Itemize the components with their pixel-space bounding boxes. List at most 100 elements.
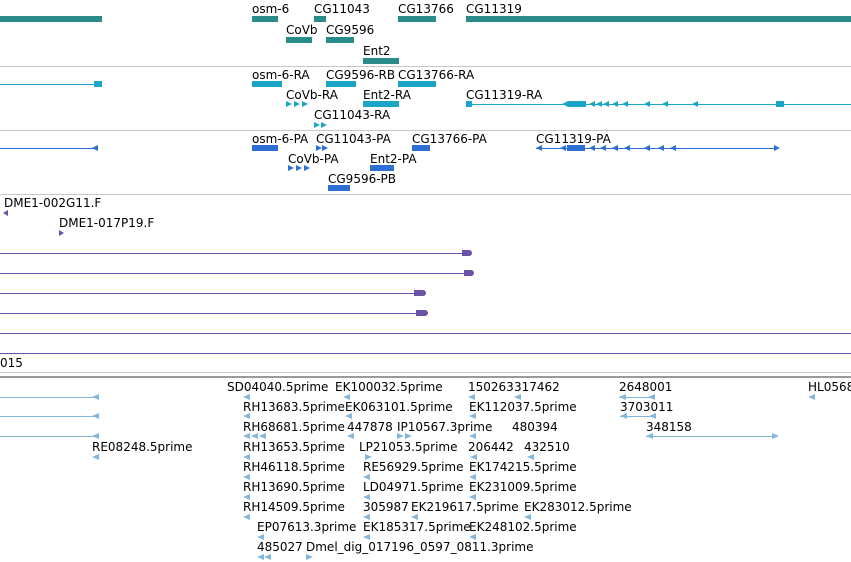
est-label[interactable]: HL0568 bbox=[808, 380, 851, 394]
protein-label[interactable]: CG11319-PA bbox=[536, 132, 611, 146]
est-span bbox=[0, 416, 96, 417]
est-label[interactable]: RH13683.5prime bbox=[243, 400, 345, 414]
est-label[interactable]: Dmel_dig_017196_0597_0811.3prime bbox=[306, 540, 534, 554]
est-label[interactable]: EK112037.5prime bbox=[469, 400, 577, 414]
protein-exon[interactable] bbox=[567, 145, 585, 151]
transcript-exon[interactable] bbox=[363, 101, 399, 107]
est-label[interactable]: RH13653.5prime bbox=[243, 440, 345, 454]
transcript-label[interactable]: CoVb-RA bbox=[286, 88, 338, 102]
est-label[interactable]: 348158 bbox=[646, 420, 692, 434]
est-label[interactable]: LP21053.5prime bbox=[359, 440, 458, 454]
est-label[interactable]: EK063101.5prime bbox=[345, 400, 453, 414]
clone-end[interactable] bbox=[464, 270, 474, 276]
est-arrow bbox=[363, 514, 370, 520]
protein-label[interactable]: Ent2-PA bbox=[370, 152, 417, 166]
est-label[interactable]: EK219617.5prime bbox=[411, 500, 519, 514]
protein-label[interactable]: osm-6-PA bbox=[252, 132, 309, 146]
protein-intron bbox=[536, 148, 778, 149]
clone-label[interactable]: DME1-017P19.F bbox=[59, 216, 155, 230]
transcript-exon[interactable] bbox=[398, 81, 436, 87]
exon-arrow bbox=[600, 145, 606, 151]
clone-span bbox=[0, 353, 851, 354]
est-arrow bbox=[524, 514, 531, 520]
gene-label[interactable]: CG11043 bbox=[314, 2, 370, 16]
partial-track-label[interactable]: 015 bbox=[0, 356, 23, 370]
gene-track: osm-6 CG11043 CG13766 CG11319 CoVb CG959… bbox=[0, 0, 851, 67]
gene-feature[interactable] bbox=[398, 16, 436, 22]
est-label[interactable]: RH14509.5prime bbox=[243, 500, 345, 514]
est-label[interactable]: EK248102.5prime bbox=[469, 520, 577, 534]
exon-arrow bbox=[624, 145, 630, 151]
protein-track: osm-6-PA CG11043-PA CG13766-PA CG11319-P… bbox=[0, 131, 851, 195]
clone-end[interactable] bbox=[416, 310, 428, 316]
gene-label[interactable]: CG13766 bbox=[398, 2, 454, 16]
est-label[interactable]: EK185317.5prime bbox=[363, 520, 471, 534]
transcript-exon[interactable] bbox=[94, 81, 102, 87]
est-label[interactable]: IP10567.3prime bbox=[397, 420, 493, 434]
est-span bbox=[0, 397, 96, 398]
clone-end[interactable] bbox=[414, 290, 426, 296]
protein-label[interactable]: CG11043-PA bbox=[316, 132, 391, 146]
gene-label[interactable]: Ent2 bbox=[363, 44, 391, 58]
clone-end[interactable] bbox=[462, 250, 472, 256]
gene-feature[interactable] bbox=[326, 37, 354, 43]
protein-exon[interactable] bbox=[328, 185, 350, 191]
est-label[interactable]: 2648001 bbox=[619, 380, 673, 394]
est-label[interactable]: 480394 bbox=[512, 420, 558, 434]
transcript-label[interactable]: CG9596-RB bbox=[326, 68, 396, 82]
transcript-label[interactable]: CG11319-RA bbox=[466, 88, 543, 102]
gene-feature[interactable] bbox=[466, 16, 851, 22]
est-label[interactable]: RE08248.5prime bbox=[92, 440, 193, 454]
gene-label[interactable]: osm-6 bbox=[252, 2, 290, 16]
est-label[interactable]: 317462 bbox=[514, 380, 560, 394]
protein-label[interactable]: CG9596-PB bbox=[328, 172, 397, 186]
est-label[interactable]: SD04040.5prime bbox=[227, 380, 329, 394]
gene-feature[interactable] bbox=[0, 16, 102, 22]
transcript-exon[interactable] bbox=[326, 81, 356, 87]
est-label[interactable]: EK174215.5prime bbox=[469, 460, 577, 474]
gene-feature[interactable] bbox=[252, 16, 278, 22]
exon-arrow bbox=[670, 145, 676, 151]
est-arrow bbox=[243, 413, 250, 419]
est-label[interactable]: EK283012.5prime bbox=[524, 500, 632, 514]
est-label[interactable]: EK100032.5prime bbox=[335, 380, 443, 394]
protein-exon[interactable] bbox=[370, 165, 394, 171]
est-label[interactable]: 485027 bbox=[257, 540, 303, 554]
clone-label[interactable]: DME1-002G11.F bbox=[4, 196, 102, 210]
clone-span bbox=[0, 273, 466, 274]
gene-label[interactable]: CG9596 bbox=[326, 23, 375, 37]
est-label[interactable]: EP07613.3prime bbox=[257, 520, 357, 534]
est-label[interactable]: RH46118.5prime bbox=[243, 460, 345, 474]
protein-label[interactable]: CoVb-PA bbox=[288, 152, 339, 166]
transcript-exon[interactable] bbox=[568, 101, 586, 107]
gene-feature[interactable] bbox=[363, 58, 399, 64]
transcript-exon[interactable] bbox=[466, 101, 472, 107]
est-label[interactable]: EK231009.5prime bbox=[469, 480, 577, 494]
transcript-label[interactable]: CG11043-RA bbox=[314, 108, 391, 122]
est-label[interactable]: 3703011 bbox=[620, 400, 674, 414]
est-label[interactable]: 447878 bbox=[347, 420, 393, 434]
gene-label[interactable]: CG11319 bbox=[466, 2, 522, 16]
transcript-label[interactable]: Ent2-RA bbox=[363, 88, 411, 102]
est-arrow bbox=[345, 413, 352, 419]
est-label[interactable]: RH68681.5prime bbox=[243, 420, 345, 434]
est-label[interactable]: RE56929.5prime bbox=[363, 460, 464, 474]
est-label[interactable]: RH13690.5prime bbox=[243, 480, 345, 494]
gene-label[interactable]: CoVb bbox=[286, 23, 318, 37]
transcript-intron bbox=[466, 104, 851, 105]
est-label[interactable]: LD04971.5prime bbox=[363, 480, 464, 494]
gene-feature[interactable] bbox=[286, 37, 312, 43]
protein-exon[interactable] bbox=[252, 145, 278, 151]
est-label[interactable]: 150263 bbox=[468, 380, 514, 394]
est-arrow bbox=[411, 514, 418, 520]
est-label[interactable]: 305987 bbox=[363, 500, 409, 514]
transcript-label[interactable]: CG13766-RA bbox=[398, 68, 475, 82]
est-label[interactable]: 206442 bbox=[468, 440, 514, 454]
protein-exon[interactable] bbox=[412, 145, 430, 151]
est-label[interactable]: 432510 bbox=[524, 440, 570, 454]
gene-feature[interactable] bbox=[314, 16, 326, 22]
transcript-exon[interactable] bbox=[776, 101, 784, 107]
transcript-label[interactable]: osm-6-RA bbox=[252, 68, 310, 82]
protein-label[interactable]: CG13766-PA bbox=[412, 132, 487, 146]
transcript-exon[interactable] bbox=[252, 81, 282, 87]
